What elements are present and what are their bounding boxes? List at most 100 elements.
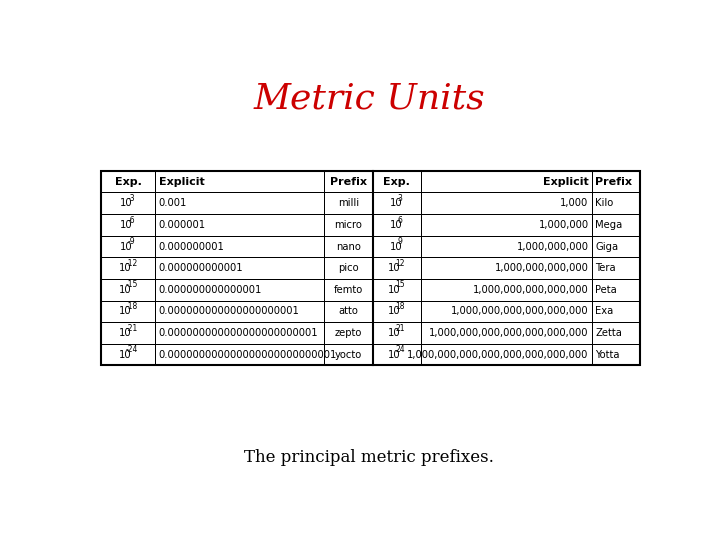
Text: 10: 10: [119, 306, 131, 316]
Text: 10: 10: [120, 241, 132, 252]
Text: nano: nano: [336, 241, 361, 252]
Text: -9: -9: [127, 237, 135, 246]
Text: 1,000,000,000: 1,000,000,000: [516, 241, 588, 252]
Text: 10: 10: [120, 198, 132, 208]
Bar: [373, 301, 421, 322]
Text: Exp.: Exp.: [384, 177, 410, 187]
Text: atto: atto: [338, 306, 359, 316]
Text: 12: 12: [395, 259, 405, 268]
Bar: [101, 171, 639, 366]
Text: 0.000000000000000000001: 0.000000000000000000001: [159, 306, 300, 316]
Bar: [325, 258, 373, 279]
Bar: [325, 322, 373, 344]
Text: -3: -3: [127, 194, 135, 203]
Bar: [101, 235, 156, 258]
Bar: [325, 279, 373, 301]
Text: 0.000001: 0.000001: [159, 220, 206, 230]
Text: 24: 24: [395, 346, 405, 354]
Text: yocto: yocto: [335, 349, 362, 360]
Text: pico: pico: [338, 263, 359, 273]
Bar: [421, 192, 592, 214]
Text: 0.001: 0.001: [159, 198, 187, 208]
Bar: [373, 344, 421, 366]
Text: 10: 10: [388, 263, 401, 273]
Bar: [156, 171, 325, 192]
Text: 10: 10: [119, 349, 131, 360]
Text: -12: -12: [125, 259, 138, 268]
Bar: [325, 192, 373, 214]
Text: -6: -6: [127, 215, 135, 225]
Bar: [156, 192, 325, 214]
Bar: [421, 344, 592, 366]
Bar: [373, 192, 421, 214]
Text: The principal metric prefixes.: The principal metric prefixes.: [244, 449, 494, 466]
Bar: [101, 192, 156, 214]
Text: 10: 10: [388, 328, 401, 338]
Bar: [156, 301, 325, 322]
Bar: [592, 344, 639, 366]
Text: 9: 9: [397, 237, 402, 246]
Text: 10: 10: [119, 328, 131, 338]
Text: Explicit: Explicit: [159, 177, 204, 187]
Bar: [101, 171, 156, 192]
Bar: [373, 171, 421, 192]
Text: 0.000000001: 0.000000001: [159, 241, 225, 252]
Text: -15: -15: [125, 280, 138, 289]
Bar: [156, 214, 325, 235]
Text: femto: femto: [334, 285, 363, 295]
Text: 1,000,000,000,000,000,000: 1,000,000,000,000,000,000: [451, 306, 588, 316]
Bar: [325, 171, 373, 192]
Bar: [373, 235, 421, 258]
Text: Giga: Giga: [595, 241, 618, 252]
Text: 1,000,000,000,000,000: 1,000,000,000,000,000: [473, 285, 588, 295]
Text: micro: micro: [335, 220, 362, 230]
Bar: [592, 214, 639, 235]
Bar: [373, 279, 421, 301]
Bar: [592, 322, 639, 344]
Text: Zetta: Zetta: [595, 328, 622, 338]
Text: 0.000000000000000000000001: 0.000000000000000000000001: [159, 328, 318, 338]
Text: Yotta: Yotta: [595, 349, 620, 360]
Text: 3: 3: [397, 194, 402, 203]
Text: 10: 10: [388, 285, 401, 295]
Bar: [592, 171, 639, 192]
Text: Tera: Tera: [595, 263, 616, 273]
Text: 6: 6: [397, 215, 402, 225]
Bar: [373, 322, 421, 344]
Text: 0.000000000000001: 0.000000000000001: [159, 285, 262, 295]
Text: 1,000,000: 1,000,000: [539, 220, 588, 230]
Text: 10: 10: [119, 263, 131, 273]
Bar: [421, 301, 592, 322]
Bar: [156, 344, 325, 366]
Text: -21: -21: [125, 324, 138, 333]
Text: Metric Units: Metric Units: [253, 81, 485, 115]
Text: 1,000,000,000,000,000,000,000: 1,000,000,000,000,000,000,000: [429, 328, 588, 338]
Text: 10: 10: [388, 349, 401, 360]
Bar: [325, 235, 373, 258]
Text: 0.000000000001: 0.000000000001: [159, 263, 243, 273]
Bar: [421, 279, 592, 301]
Bar: [101, 322, 156, 344]
Bar: [325, 344, 373, 366]
Bar: [101, 279, 156, 301]
Bar: [373, 258, 421, 279]
Bar: [101, 258, 156, 279]
Text: 0.000000000000000000000000001: 0.000000000000000000000000001: [159, 349, 337, 360]
Text: Exa: Exa: [595, 306, 613, 316]
Text: zepto: zepto: [335, 328, 362, 338]
Text: Prefix: Prefix: [330, 177, 367, 187]
Bar: [421, 235, 592, 258]
Bar: [325, 301, 373, 322]
Text: -24: -24: [125, 346, 138, 354]
Text: Prefix: Prefix: [595, 177, 632, 187]
Bar: [101, 214, 156, 235]
Text: 21: 21: [395, 324, 405, 333]
Bar: [592, 279, 639, 301]
Bar: [373, 214, 421, 235]
Text: 10: 10: [390, 220, 402, 230]
Bar: [592, 192, 639, 214]
Text: 10: 10: [119, 285, 131, 295]
Bar: [421, 214, 592, 235]
Bar: [421, 258, 592, 279]
Text: 18: 18: [395, 302, 405, 311]
